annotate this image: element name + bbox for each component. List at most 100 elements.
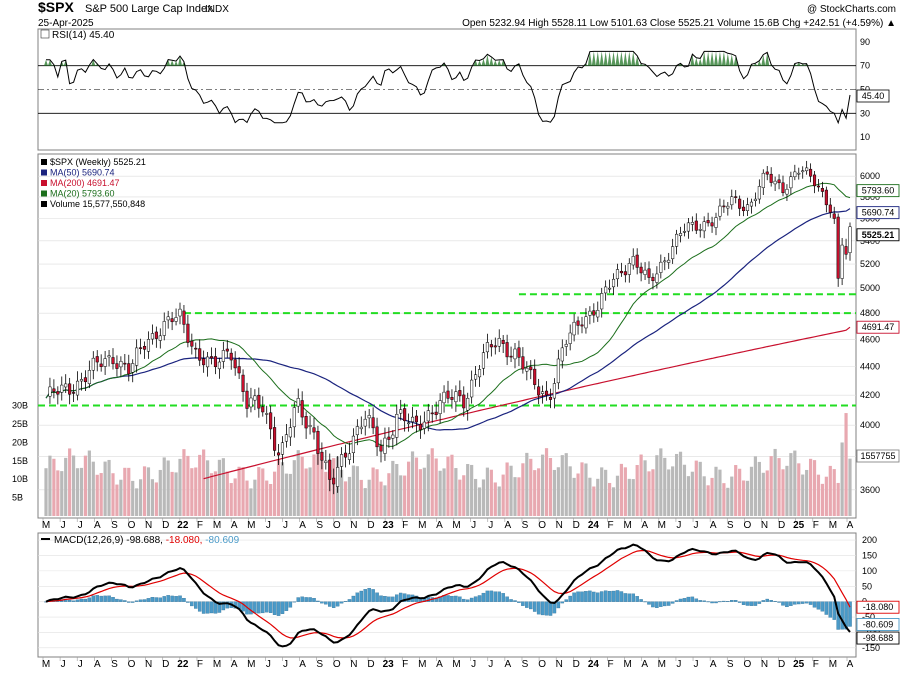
- x-tick-label: A: [94, 520, 101, 531]
- macd-hist-bar: [320, 601, 324, 604]
- volume-bar: [217, 459, 222, 516]
- x-tick-label: 22: [177, 520, 189, 531]
- candle-body: [139, 347, 143, 349]
- candle: [816, 178, 821, 192]
- candle-body: [702, 221, 706, 232]
- candle: [213, 347, 218, 375]
- price-tick-label: 4600: [860, 334, 880, 344]
- candle-body: [474, 374, 478, 380]
- candle: [781, 175, 785, 197]
- macd-hist-bar: [324, 601, 328, 605]
- candle: [273, 416, 277, 457]
- candle: [194, 342, 198, 359]
- volume-bar: [186, 455, 190, 516]
- candle-body: [430, 412, 434, 415]
- price-tick-label: 4400: [860, 362, 880, 372]
- candle-body: [127, 363, 131, 375]
- volume-bar: [138, 479, 143, 516]
- candle-body: [403, 408, 407, 422]
- candle: [115, 355, 119, 377]
- volume-bar: [497, 486, 501, 516]
- volume-bar: [324, 471, 328, 516]
- x-tick-label: M: [247, 520, 255, 531]
- candle-body: [793, 171, 797, 178]
- candle: [131, 359, 135, 383]
- price-tag-text: 5793.60: [862, 186, 895, 196]
- candle: [489, 339, 493, 357]
- macd-hist-bar: [387, 596, 391, 602]
- x-tick-label: S: [522, 659, 529, 670]
- volume-bar: [682, 464, 687, 516]
- macd-hist-bar: [773, 600, 777, 602]
- candle-body: [671, 246, 675, 260]
- candle-body: [225, 348, 229, 352]
- x-tick-label: A: [505, 520, 512, 531]
- macd-hist-bar: [521, 601, 525, 606]
- volume-bar: [580, 462, 584, 516]
- volume-bar: [343, 481, 348, 516]
- macd-tag-signal: [856, 600, 900, 614]
- volume-bar: [438, 470, 442, 516]
- x-tick-label: D: [367, 659, 374, 670]
- macd-hist-bar: [718, 601, 722, 603]
- x-tick-label: S: [316, 659, 323, 670]
- macd-tag-text: -98.688: [863, 633, 894, 643]
- candle: [72, 384, 76, 402]
- x-tick-label: S: [727, 520, 734, 531]
- x-tick-label: F: [197, 520, 203, 531]
- macd-hist-bar: [292, 601, 297, 603]
- x-tick-label: J: [488, 520, 493, 531]
- volume-bar: [489, 469, 493, 516]
- volume-bar: [690, 471, 694, 516]
- candle-body: [521, 356, 525, 370]
- candle: [738, 195, 742, 217]
- volume-bar: [757, 461, 761, 516]
- macd-hist-bar: [91, 595, 96, 602]
- macd-hist-bar: [166, 595, 170, 602]
- candle-body: [182, 310, 186, 325]
- price-tag-text: 5525.21: [862, 230, 895, 240]
- candle: [347, 442, 352, 465]
- candle-body: [734, 196, 738, 198]
- x-tick-label: M: [829, 520, 837, 531]
- macd-hist-bar: [592, 591, 596, 602]
- macd-hist-bar: [493, 591, 498, 602]
- rsi-tick-label: 10: [860, 132, 870, 142]
- candle: [548, 388, 553, 409]
- candle-body: [631, 256, 635, 266]
- volume-bar: [75, 468, 80, 516]
- volume-bar: [68, 448, 72, 516]
- volume-bar: [123, 467, 127, 516]
- candle: [742, 200, 746, 217]
- candle: [647, 261, 651, 285]
- candle: [206, 351, 210, 377]
- price-tick-label: 6000: [860, 171, 880, 181]
- candle: [225, 340, 229, 358]
- candle: [556, 349, 560, 390]
- macd-tag-text: -80.609: [863, 619, 894, 629]
- volume-bar: [848, 458, 852, 516]
- volume-bar: [702, 476, 706, 516]
- volume-bar: [328, 469, 332, 516]
- candle: [517, 340, 521, 367]
- macd-label-macd: MACD(12,26,9) -98.688,: [54, 535, 163, 546]
- candle-body: [552, 383, 556, 399]
- x-tick-label: N: [761, 520, 768, 531]
- candle: [477, 365, 482, 387]
- macd-hist-bar: [580, 591, 584, 602]
- candle-body: [276, 452, 281, 456]
- candle: [52, 379, 56, 399]
- candle: [276, 443, 281, 465]
- macd-hist-bar: [544, 601, 549, 616]
- macd-hist-bar: [465, 599, 470, 602]
- x-tick-label: N: [145, 659, 152, 670]
- macd-hist-bar: [674, 600, 679, 602]
- macd-hist-bar: [316, 600, 320, 602]
- rsi-value: 45.40: [862, 91, 885, 101]
- macd-hist-bar: [607, 590, 612, 602]
- macd-hist-bar: [804, 601, 809, 604]
- candle-body: [284, 434, 288, 442]
- volume-bar: [529, 458, 533, 516]
